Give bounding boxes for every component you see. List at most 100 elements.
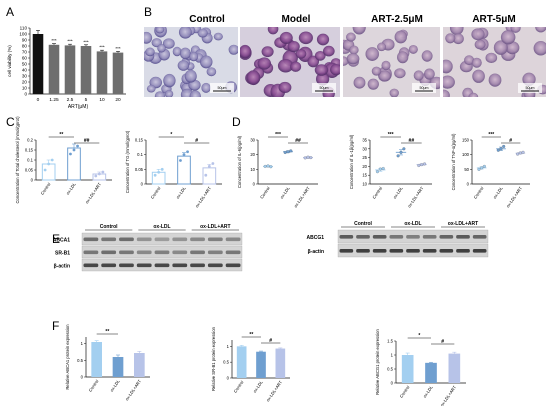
micrograph-3: 50μm: [443, 27, 546, 97]
x-tick-label: ox-LDL: [109, 378, 121, 392]
x-tick-label: ox-LDL+ART: [439, 384, 457, 406]
panel-label-a: A: [6, 5, 14, 19]
y-tick-label: 60: [22, 56, 28, 61]
x-tick-label: ox-LDL+ART: [406, 185, 424, 208]
cell: [443, 59, 453, 74]
data-point: [518, 151, 522, 155]
blot-strip: [337, 229, 489, 244]
y-axis-label: Relative SR-B1 protein expression: [211, 326, 216, 391]
cell: [290, 61, 302, 72]
y-tick-label: 0: [141, 182, 144, 187]
cell: [421, 50, 433, 62]
cell: [257, 57, 272, 70]
cell: [246, 70, 261, 86]
cell: [452, 33, 464, 45]
cell: [397, 51, 409, 64]
blot-band: [389, 235, 404, 239]
data-point: [423, 162, 427, 166]
data-point: [269, 165, 273, 169]
scale-bar-background: [412, 83, 436, 93]
y-axis-label: Relative ABCA1 protein expression: [65, 324, 70, 390]
cell: [535, 27, 546, 33]
blot-band: [456, 235, 470, 239]
y-tick-label: 30: [362, 146, 367, 151]
cell-cluster: [240, 27, 340, 97]
cell: [145, 47, 155, 57]
scale-bar-label: 50μm: [525, 86, 534, 90]
blot-band: [225, 263, 241, 268]
cell: [314, 64, 329, 76]
significance-label: **: [59, 132, 63, 138]
x-tick-label: ox-LDL: [392, 185, 404, 199]
scale-bar-background: [518, 83, 542, 93]
western-blot-e1: Control ox-LDL ox-LDL+ART ABCA1 SR-B1 β-actin: [53, 224, 243, 272]
blot-band: [119, 250, 134, 255]
y-tick-label: 0.5: [77, 358, 83, 363]
y-tick-label: 1: [391, 353, 394, 358]
cell: [315, 72, 330, 86]
cell: [213, 32, 223, 41]
cell: [157, 44, 166, 53]
data-point: [496, 148, 500, 152]
cell: [371, 66, 382, 76]
blot-row-label: ABCA1: [53, 238, 70, 244]
blot-band: [136, 263, 152, 268]
data-point: [378, 167, 382, 171]
significance-label: #: [195, 138, 198, 144]
cell: [505, 41, 520, 55]
blot-band: [472, 249, 487, 253]
cell: [261, 46, 274, 58]
bar: [236, 346, 247, 378]
chart-c1: 0 0.05 0.1 0.15 0.2 Concentration of Total ch…: [15, 116, 112, 204]
blot-band: [406, 249, 420, 253]
cell: [277, 58, 294, 73]
blot-band: [439, 235, 454, 239]
data-point: [396, 154, 400, 158]
y-tick-label: 1: [81, 341, 84, 346]
y-tick-label: 1.5: [387, 339, 393, 344]
cell: [394, 68, 406, 79]
cell: [228, 44, 238, 55]
blot-band: [225, 250, 241, 255]
cell: [413, 70, 424, 81]
y-tick-label: 0.1: [137, 152, 143, 157]
data-point: [303, 156, 307, 160]
blot-band: [172, 250, 188, 255]
x-tick-label: ox-LDL: [252, 379, 264, 393]
x-tick-label: Control: [259, 186, 271, 200]
bar: [401, 355, 414, 383]
y-tick-label: 90: [22, 38, 28, 43]
panel-label-e: E: [52, 232, 60, 246]
y-tick-label: 0: [253, 182, 256, 187]
data-point: [211, 162, 215, 165]
significance-label: #: [509, 138, 512, 144]
y-tick-label: 10: [22, 86, 28, 91]
blot-band: [101, 250, 117, 255]
y-tick-label: 10: [250, 167, 255, 172]
cell: [197, 28, 208, 38]
cell: [330, 63, 340, 76]
cell: [510, 27, 521, 33]
blot-band: [83, 263, 99, 268]
blot-band: [339, 249, 354, 253]
x-tick-label: 10: [99, 97, 105, 103]
y-tick-label: 0: [227, 376, 230, 381]
significance-label: **: [105, 329, 109, 335]
x-tick-label: 2.5: [67, 97, 74, 103]
blot-band: [356, 235, 370, 239]
cell: [485, 52, 498, 64]
bar: [48, 44, 60, 94]
cell: [172, 46, 182, 57]
micrograph-0: 50μm: [144, 27, 238, 97]
cell: [278, 81, 292, 94]
blot-band: [456, 249, 470, 253]
blot-band: [422, 249, 437, 253]
bar: [134, 353, 145, 377]
chart-d3: 0 50 100 150 Concentration of TNF-α(pg/ml) Co…: [451, 132, 530, 208]
y-axis-label: Concentration of Total cholesterol (mmol…: [15, 116, 20, 204]
y-tick-label: 0: [391, 381, 394, 386]
blot-band: [154, 250, 170, 255]
cell: [443, 89, 450, 97]
western-blot-e2: Control ox-LDL ox-LDL+ART ABCG1 β-actin: [306, 221, 489, 258]
